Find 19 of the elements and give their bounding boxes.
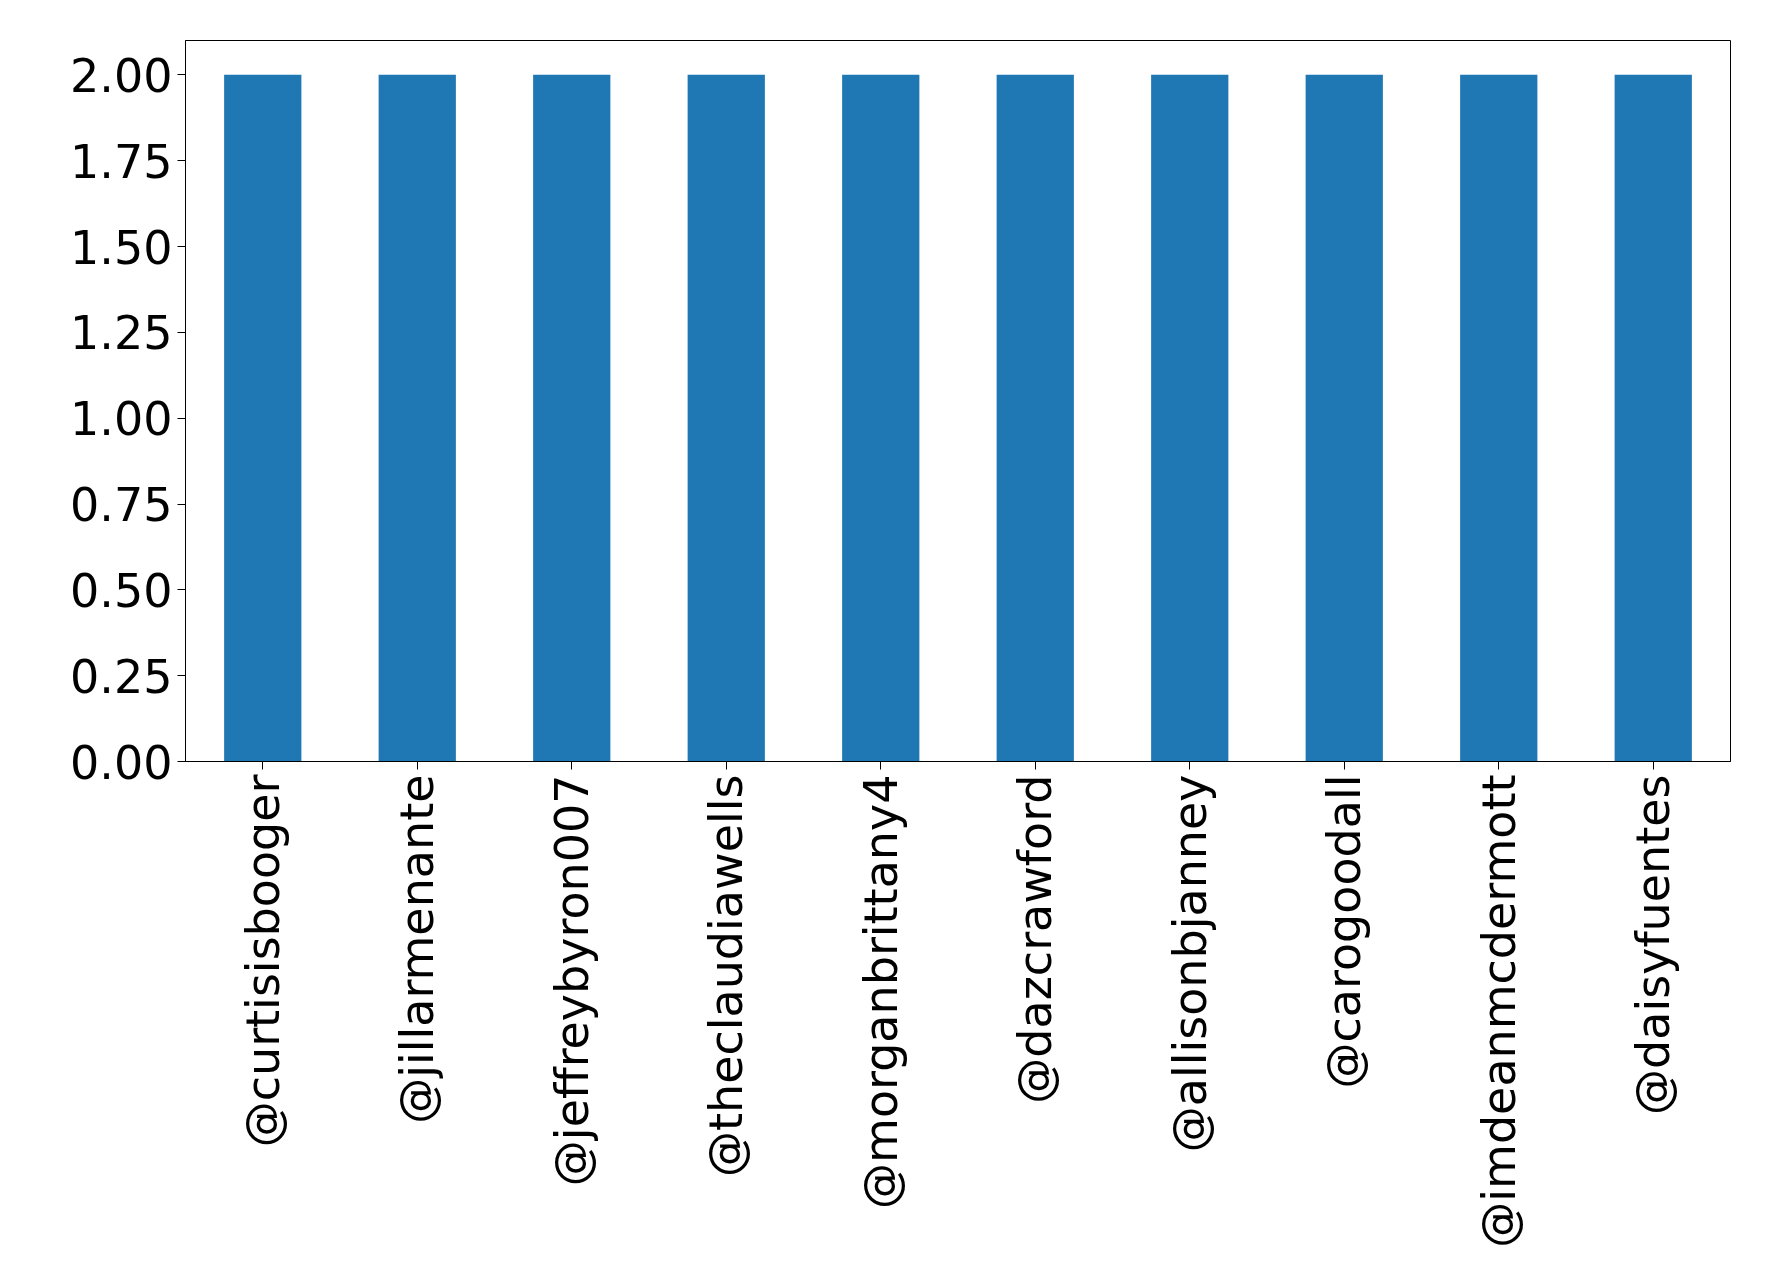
y-tick-label: 1.50: [70, 220, 173, 275]
y-tick-label: 1.25: [70, 306, 173, 361]
y-tick-label: 2.00: [70, 48, 173, 103]
y-tick-label: 0.50: [70, 563, 173, 618]
x-tick-label: @morganbrittany4: [853, 774, 908, 1209]
x-tick-label: @daisyfuentes: [1626, 774, 1681, 1115]
x-tick-label: @carogoodall: [1317, 774, 1372, 1089]
x-tick-label: @jillarmenante: [390, 774, 445, 1124]
x-tick-label: @allisonbjanney: [1162, 774, 1217, 1153]
y-tick-label: 1.00: [70, 392, 173, 447]
y-tick-label: 0.00: [70, 735, 173, 790]
y-tick-label: 1.75: [70, 134, 173, 189]
x-tick-label: @theclaudiawells: [699, 774, 754, 1178]
x-tick-label: @dazcrawford: [1008, 774, 1063, 1104]
x-tick-label: @jeffreybyron007: [544, 774, 599, 1187]
x-tick-label: @imdeanmcdermott: [1471, 774, 1526, 1248]
x-tick-label: @curtisisbooger: [235, 774, 290, 1148]
y-tick-label: 0.25: [70, 649, 173, 704]
y-tick-label: 0.75: [70, 478, 173, 532]
